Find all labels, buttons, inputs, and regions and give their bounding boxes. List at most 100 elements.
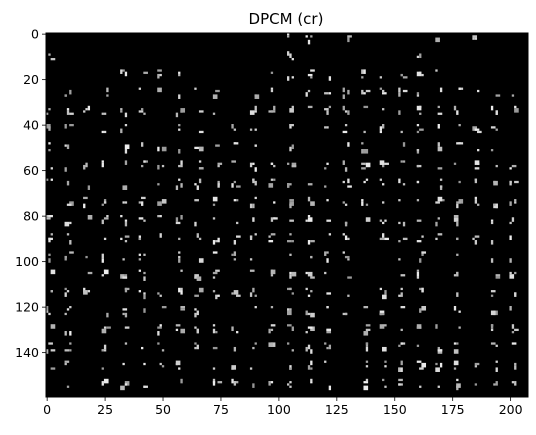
heatmap-cell — [249, 203, 253, 209]
heatmap-cell — [493, 383, 496, 386]
heatmap-cell — [143, 385, 148, 388]
heatmap-cell — [490, 328, 494, 332]
heatmap-cell — [157, 73, 160, 79]
heatmap-cell — [456, 201, 461, 204]
heatmap-cell — [212, 271, 218, 275]
heatmap-cell — [273, 178, 276, 181]
heatmap-cell — [289, 367, 292, 370]
heatmap-cell — [365, 378, 369, 382]
heatmap-cell — [474, 196, 478, 200]
heatmap-cell — [421, 287, 424, 293]
heatmap-cell — [400, 342, 403, 345]
heatmap-cell — [212, 328, 216, 334]
heatmap-cell — [180, 287, 183, 291]
heatmap-cell — [212, 240, 216, 245]
heatmap-cell — [421, 73, 424, 77]
heatmap-cell — [270, 274, 274, 277]
heatmap-cell — [249, 269, 255, 272]
heatmap-cell — [50, 367, 56, 370]
heatmap-cell — [122, 308, 128, 311]
heatmap-cell — [361, 162, 366, 165]
heatmap-cell — [363, 180, 366, 184]
heatmap-cell — [402, 89, 408, 93]
heatmap-cell — [289, 274, 292, 279]
heatmap-cell — [50, 269, 56, 275]
heatmap-cell — [194, 199, 199, 202]
heatmap-cell — [138, 269, 142, 272]
heatmap-cell — [143, 294, 146, 300]
heatmap-cell — [252, 178, 255, 184]
heatmap-cell — [477, 149, 480, 152]
heatmap-cell — [490, 240, 494, 245]
heatmap-cell — [69, 124, 74, 127]
heatmap-cell — [361, 89, 364, 95]
heatmap-cell — [490, 105, 494, 111]
heatmap-cell — [310, 378, 313, 382]
heatmap-cell — [178, 124, 181, 127]
heatmap-cell — [509, 235, 512, 241]
heatmap-cell — [157, 183, 160, 186]
heatmap-cell — [69, 112, 74, 115]
heatmap-cell — [437, 167, 443, 170]
heatmap-cell — [66, 180, 70, 186]
heatmap-cell — [101, 112, 104, 115]
heatmap-cell — [194, 221, 197, 227]
heatmap-cell — [458, 142, 464, 145]
heatmap-cell — [194, 326, 197, 329]
heatmap-cell — [143, 219, 146, 222]
heatmap-cell — [384, 290, 387, 295]
heatmap-cell — [64, 292, 67, 297]
heatmap-cell — [456, 221, 459, 227]
heatmap-cell — [398, 92, 401, 97]
heatmap-cell — [157, 146, 160, 152]
heatmap-cell — [194, 312, 197, 318]
heatmap-cell — [456, 203, 459, 209]
heatmap-cell — [212, 381, 216, 386]
heatmap-cell — [106, 215, 109, 218]
heatmap-cell — [46, 124, 51, 129]
heatmap-cell — [287, 162, 290, 165]
heatmap-cell — [453, 162, 457, 165]
heatmap-cell — [268, 381, 271, 386]
heatmap-cell — [287, 383, 290, 386]
heatmap-cell — [458, 124, 461, 127]
heatmap-cell — [270, 233, 276, 236]
heatmap-cell — [384, 237, 389, 241]
heatmap-cell — [66, 233, 70, 236]
heatmap-cell — [178, 255, 181, 259]
heatmap-cell — [268, 235, 271, 238]
heatmap-cell — [143, 276, 146, 281]
heatmap-cell — [344, 167, 348, 172]
heatmap-cell — [398, 199, 401, 202]
heatmap-cell — [101, 367, 104, 370]
heatmap-cell — [490, 258, 494, 263]
heatmap-cell — [382, 201, 385, 204]
heatmap-cell — [138, 290, 142, 293]
heatmap-cell — [268, 240, 274, 243]
heatmap-cell — [287, 240, 292, 243]
heatmap-cell — [305, 287, 308, 291]
heatmap-cell — [458, 180, 461, 184]
heatmap-cell — [400, 292, 403, 297]
heatmap-cell — [365, 324, 371, 327]
heatmap-cell — [159, 215, 162, 218]
heatmap-cell — [64, 312, 67, 316]
heatmap-cell — [511, 94, 515, 97]
heatmap-cell — [307, 271, 313, 277]
heatmap-cell — [270, 162, 274, 165]
heatmap-cell — [270, 342, 276, 347]
heatmap-cell — [161, 365, 165, 368]
heatmap-cell — [231, 326, 234, 332]
heatmap-cell — [416, 326, 420, 329]
heatmap-cell — [495, 110, 498, 115]
heatmap-cell — [194, 346, 197, 350]
heatmap-cell — [379, 87, 383, 90]
heatmap-cell — [236, 199, 239, 202]
heatmap-cell — [252, 287, 255, 293]
heatmap-cell — [326, 199, 329, 202]
heatmap-cell — [273, 164, 276, 168]
heatmap-cell — [379, 237, 385, 241]
heatmap-cell — [416, 164, 420, 168]
heatmap-cell — [458, 199, 464, 204]
heatmap-cell — [326, 219, 332, 222]
